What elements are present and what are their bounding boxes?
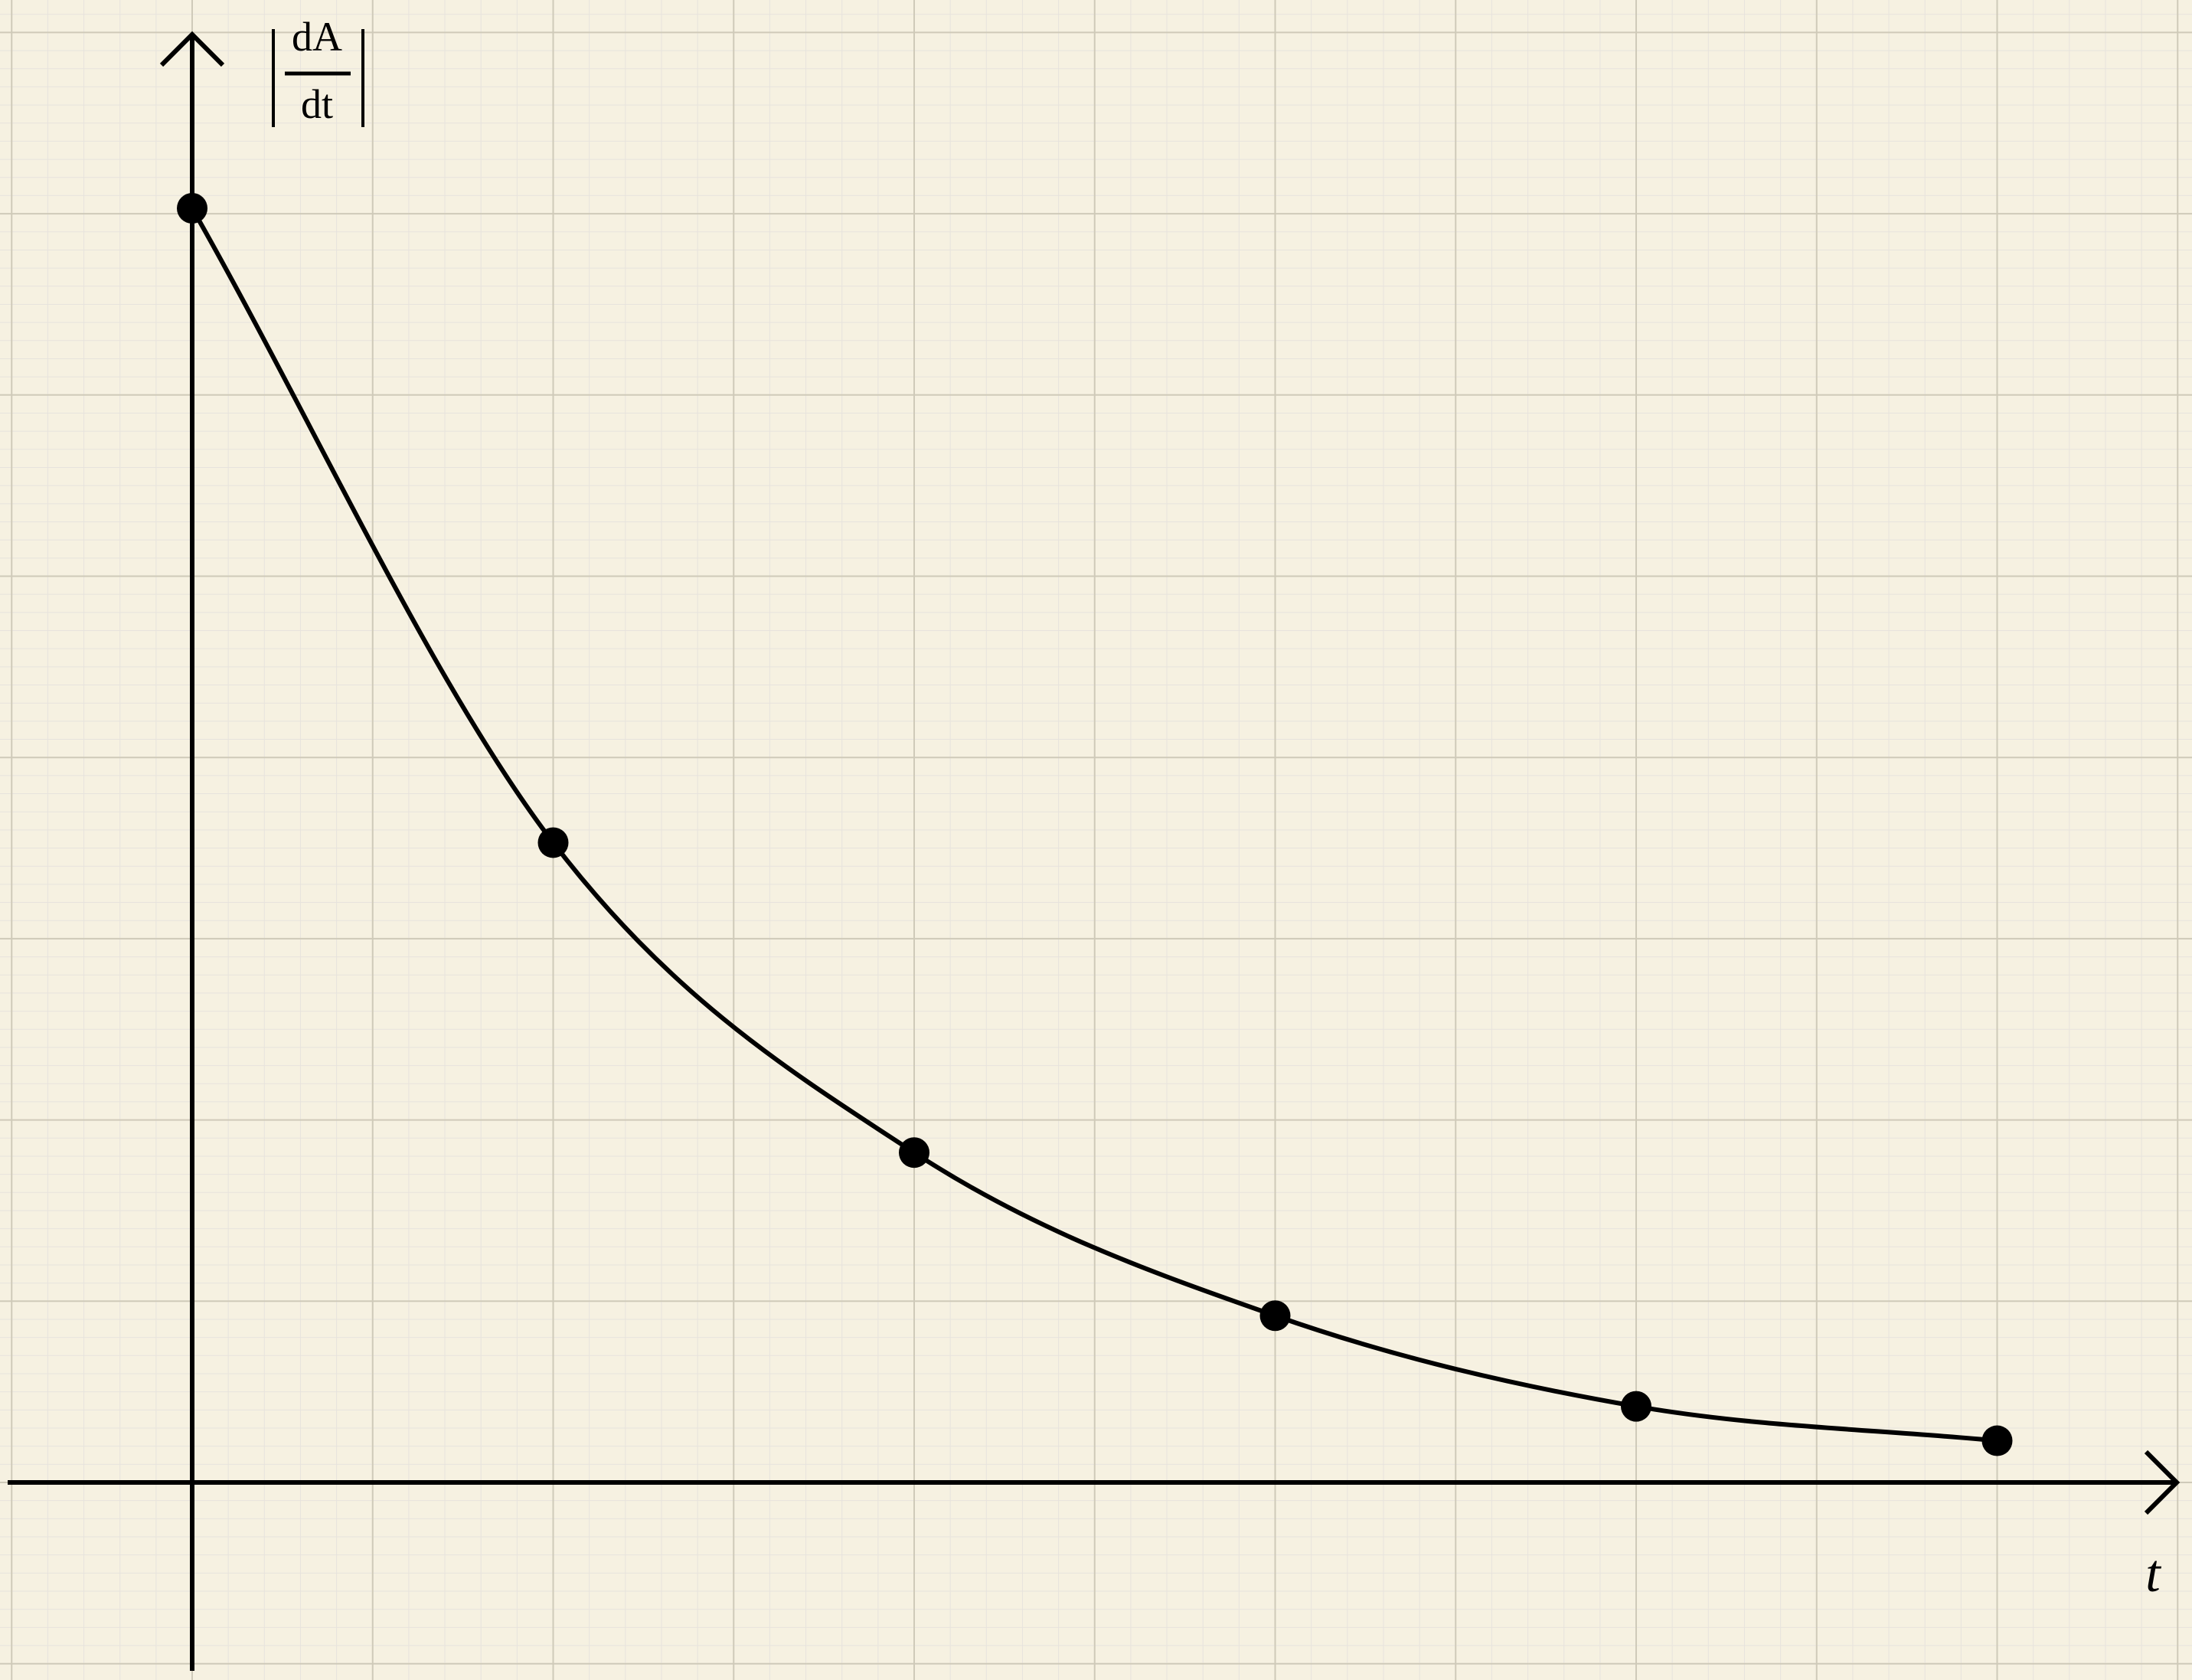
y-axis-arrowhead <box>159 31 225 67</box>
x-axis-arrowhead <box>2144 1450 2181 1515</box>
y-axis-label: dA dt <box>272 14 364 127</box>
data-point-1 <box>537 827 569 858</box>
y-label-denominator: dt <box>301 81 333 127</box>
axes <box>8 31 2181 1671</box>
x-axis-label: t <box>2145 1544 2161 1603</box>
data-point-5 <box>1981 1425 2013 1456</box>
data-point-2 <box>899 1137 929 1168</box>
data-point-3 <box>1259 1300 1291 1332</box>
marker-layer <box>177 192 2013 1456</box>
y-label-numerator: dA <box>292 14 342 60</box>
data-point-0 <box>177 192 207 224</box>
data-point-4 <box>1621 1391 1651 1422</box>
